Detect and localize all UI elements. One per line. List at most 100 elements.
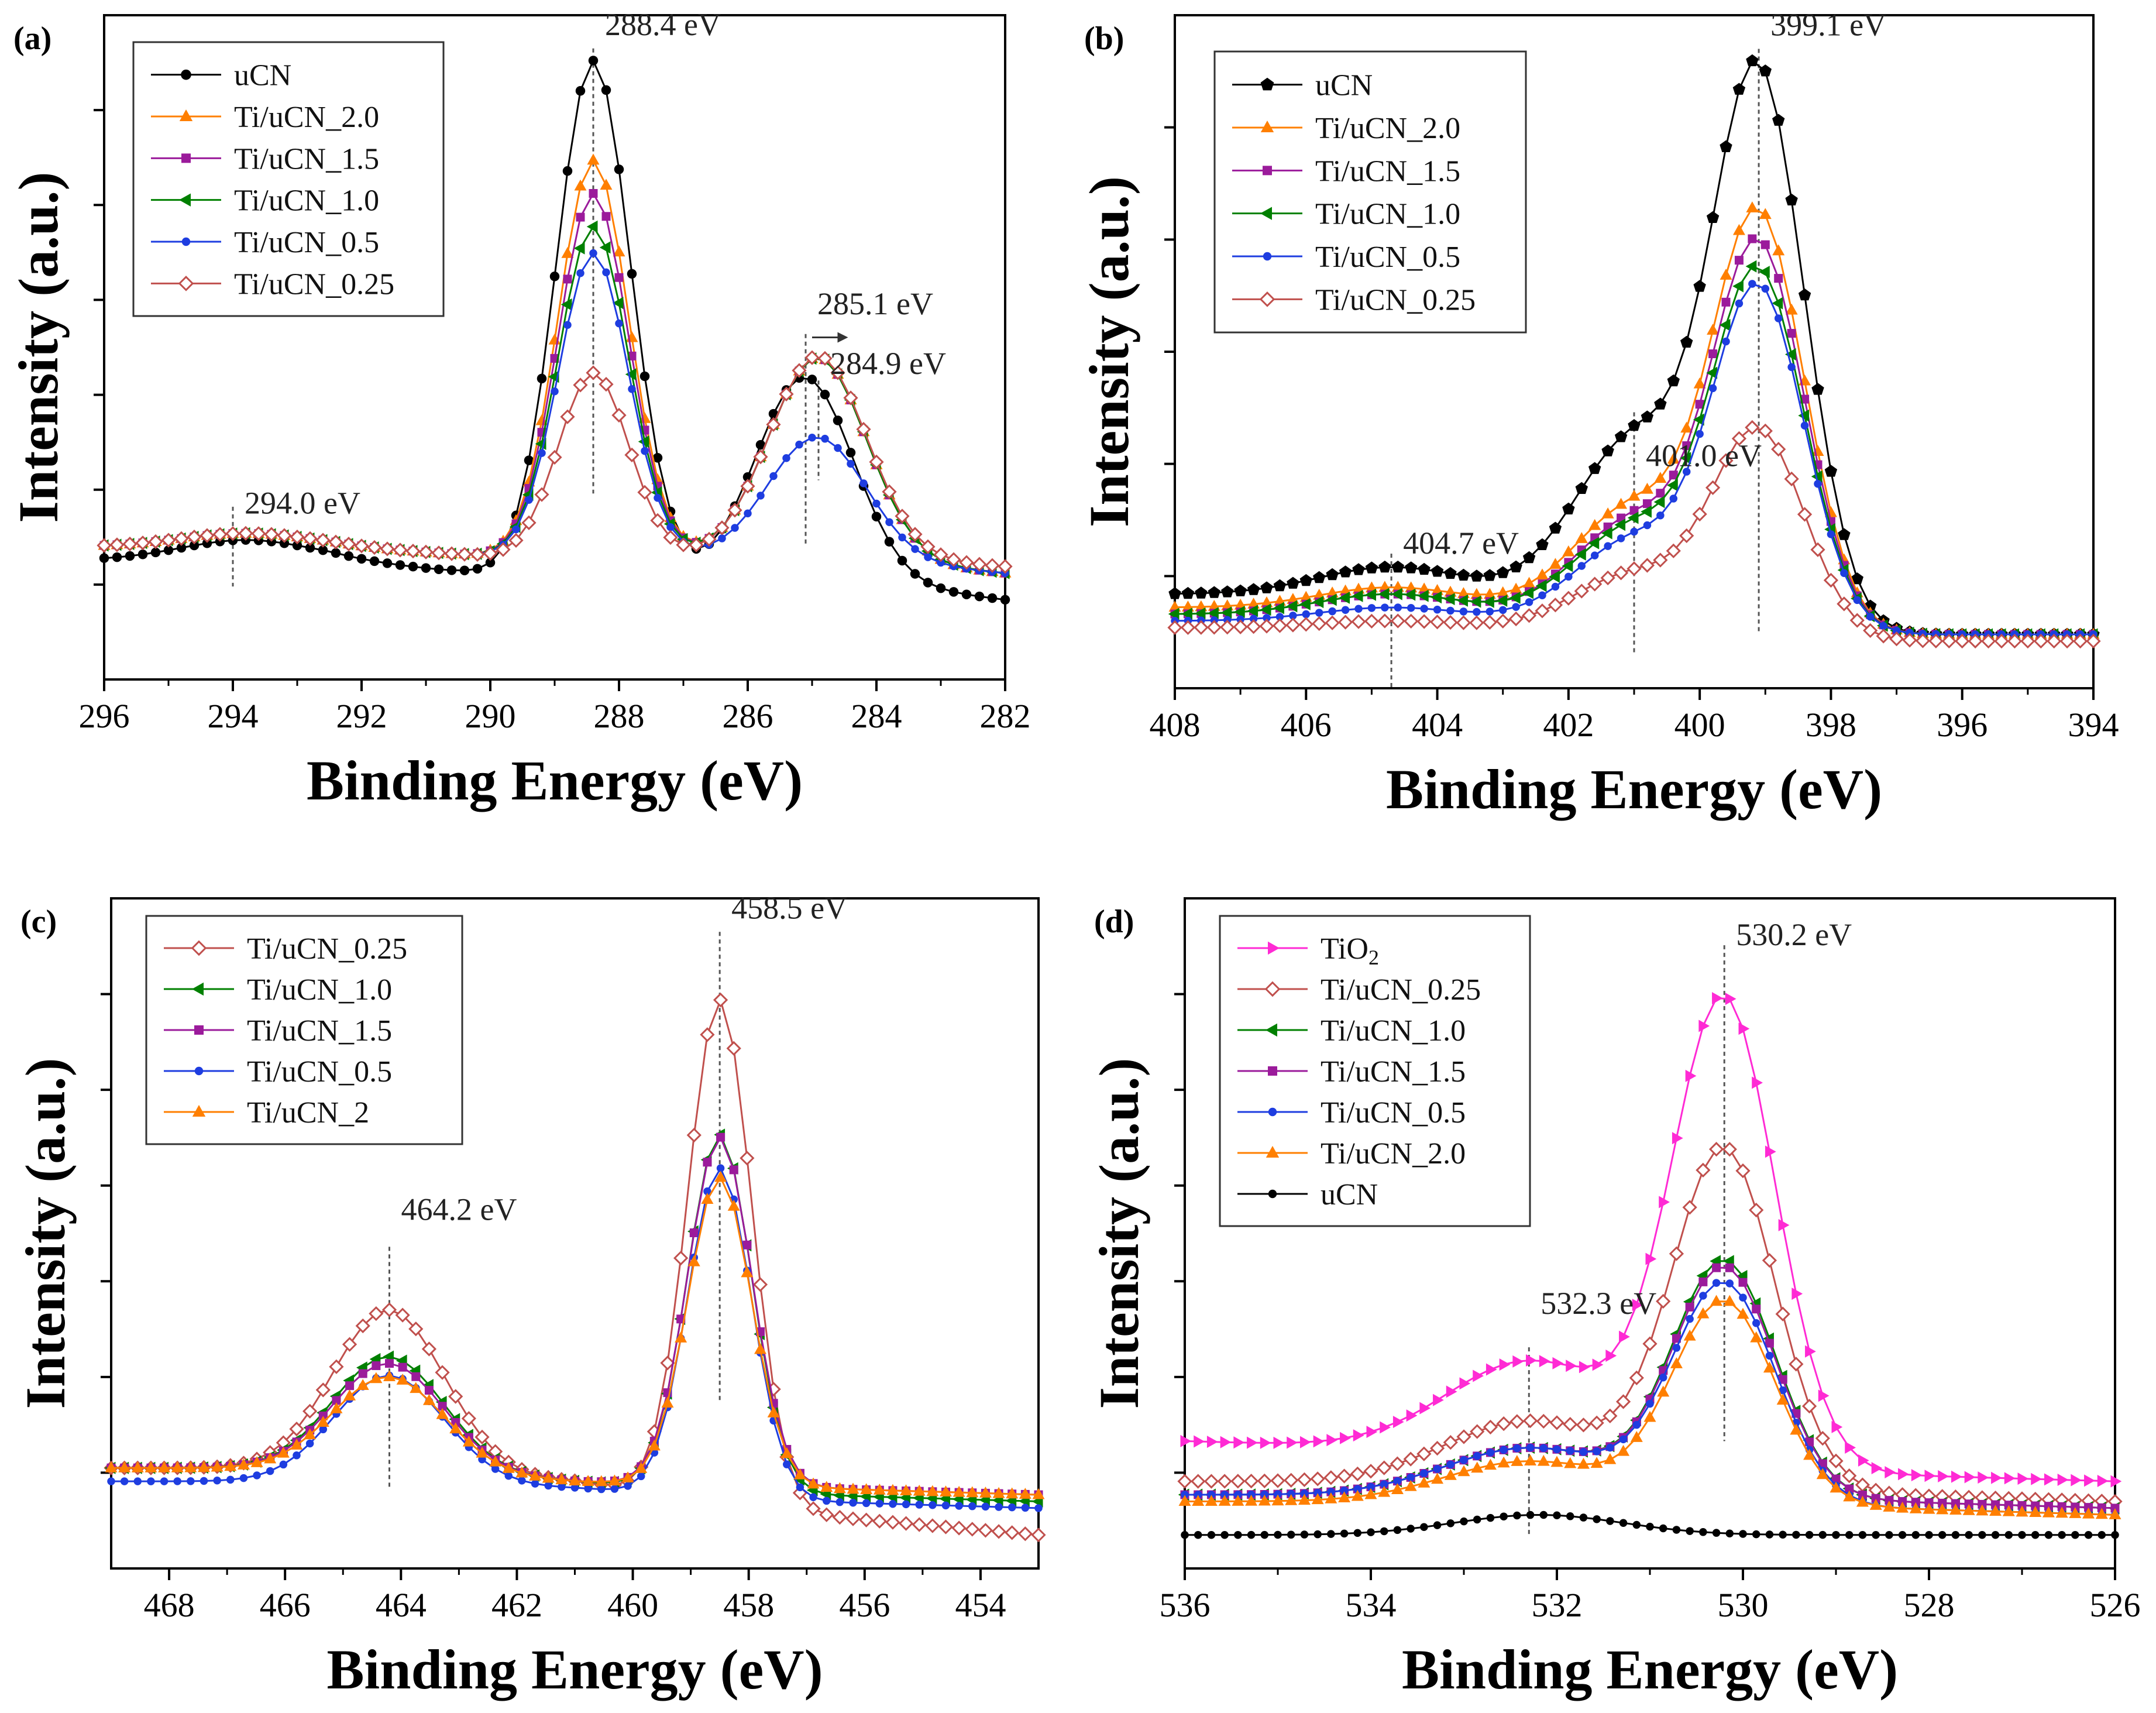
data-point bbox=[383, 1370, 396, 1382]
data-point bbox=[1938, 1498, 1947, 1508]
data-point bbox=[637, 485, 652, 500]
data-point bbox=[410, 1382, 422, 1393]
data-point bbox=[808, 433, 816, 442]
x-tick-label: 398 bbox=[1806, 706, 1856, 744]
data-point bbox=[1898, 1530, 1907, 1539]
data-point bbox=[2084, 1531, 2093, 1539]
data-point bbox=[965, 1522, 980, 1537]
data-point bbox=[1876, 629, 1891, 644]
data-point bbox=[1220, 606, 1232, 619]
data-point bbox=[224, 1460, 237, 1471]
data-point bbox=[576, 212, 585, 222]
data-point bbox=[1526, 1354, 1537, 1367]
data-point bbox=[767, 1406, 780, 1417]
data-point bbox=[1260, 1436, 1271, 1449]
data-point bbox=[936, 583, 946, 593]
data-point bbox=[1765, 1351, 1774, 1360]
data-point bbox=[531, 1479, 539, 1488]
data-point bbox=[1260, 603, 1271, 616]
data-point bbox=[873, 1483, 886, 1495]
data-point bbox=[795, 440, 803, 449]
data-point bbox=[171, 1461, 184, 1472]
data-point bbox=[900, 1484, 913, 1496]
data-point bbox=[1911, 1530, 1920, 1539]
data-point bbox=[1815, 1431, 1830, 1446]
data-point bbox=[1746, 54, 1759, 67]
data-point bbox=[97, 538, 112, 553]
data-point bbox=[395, 1307, 410, 1323]
data-point bbox=[1994, 633, 2009, 649]
data-point bbox=[1643, 1410, 1656, 1422]
data-point bbox=[1680, 335, 1693, 348]
data-point bbox=[1706, 366, 1718, 379]
panel-label: (a) bbox=[13, 20, 51, 57]
data-point bbox=[382, 558, 393, 568]
data-point bbox=[2058, 1531, 2066, 1539]
data-point bbox=[1606, 1517, 1614, 1525]
data-point bbox=[1420, 1523, 1428, 1531]
data-point bbox=[1496, 1416, 1511, 1431]
data-point bbox=[938, 1519, 954, 1535]
data-point bbox=[1885, 1496, 1894, 1505]
data-point bbox=[1911, 1469, 1923, 1482]
data-point bbox=[985, 558, 1000, 573]
data-point bbox=[961, 589, 972, 599]
data-point bbox=[1775, 1306, 1790, 1321]
legend-entry: Ti/uCN_1.0 bbox=[247, 973, 392, 1007]
data-point bbox=[885, 518, 893, 526]
data-point bbox=[2016, 1505, 2028, 1517]
legend-entry: Ti/uCN_1.0 bbox=[1315, 198, 1460, 231]
data-point bbox=[476, 1446, 489, 1458]
data-point bbox=[160, 1477, 169, 1485]
data-point bbox=[1561, 591, 1576, 606]
data-point bbox=[1417, 589, 1429, 602]
data-point bbox=[1879, 622, 1887, 630]
data-point bbox=[202, 538, 212, 548]
data-point bbox=[1207, 1530, 1216, 1539]
legend-entry: Ti/uCN_0.5 bbox=[234, 226, 379, 259]
data-point bbox=[1206, 620, 1222, 635]
data-point bbox=[1232, 1495, 1244, 1506]
legend-entry: Ti/uCN_0.25 bbox=[247, 932, 407, 966]
data-point bbox=[754, 1343, 766, 1354]
data-point bbox=[354, 538, 369, 554]
data-point bbox=[1469, 615, 1484, 630]
data-point bbox=[436, 1408, 449, 1419]
data-point bbox=[1194, 607, 1206, 620]
data-point bbox=[356, 1379, 369, 1390]
legend: TiO2Ti/uCN_0.25Ti/uCN_1.0Ti/uCN_1.5Ti/uC… bbox=[1219, 915, 1531, 1227]
data-point bbox=[1380, 1421, 1391, 1434]
data-point bbox=[1682, 1200, 1697, 1215]
x-tick-label: 400 bbox=[1674, 706, 1725, 744]
data-point bbox=[1696, 1162, 1711, 1178]
data-point bbox=[1365, 588, 1376, 601]
data-point bbox=[1404, 588, 1416, 601]
data-point bbox=[1779, 1386, 1787, 1395]
panel-label: (c) bbox=[20, 904, 57, 940]
data-point bbox=[1351, 1489, 1364, 1501]
data-point bbox=[1828, 1453, 1844, 1468]
data-point bbox=[1818, 1530, 1827, 1539]
data-point bbox=[1536, 568, 1549, 580]
data-point bbox=[1191, 1474, 1206, 1489]
data-point bbox=[341, 537, 356, 552]
data-point bbox=[1459, 1377, 1471, 1390]
data-point bbox=[1750, 1331, 1763, 1343]
data-point bbox=[315, 533, 331, 548]
data-point bbox=[1759, 208, 1772, 219]
data-point bbox=[1866, 613, 1875, 621]
data-point bbox=[1311, 1493, 1324, 1505]
data-point bbox=[525, 496, 533, 504]
data-point bbox=[1553, 1445, 1561, 1454]
data-point bbox=[1444, 1468, 1457, 1480]
data-point bbox=[1512, 1355, 1524, 1368]
data-point bbox=[1526, 1511, 1535, 1519]
data-point bbox=[470, 547, 485, 562]
data-point bbox=[1734, 256, 1744, 265]
data-point bbox=[1657, 1385, 1670, 1397]
data-point bbox=[703, 1187, 711, 1196]
data-point bbox=[1313, 1488, 1322, 1497]
data-point bbox=[1759, 64, 1772, 77]
data-point bbox=[1898, 1468, 1909, 1481]
data-point bbox=[1390, 1456, 1405, 1471]
